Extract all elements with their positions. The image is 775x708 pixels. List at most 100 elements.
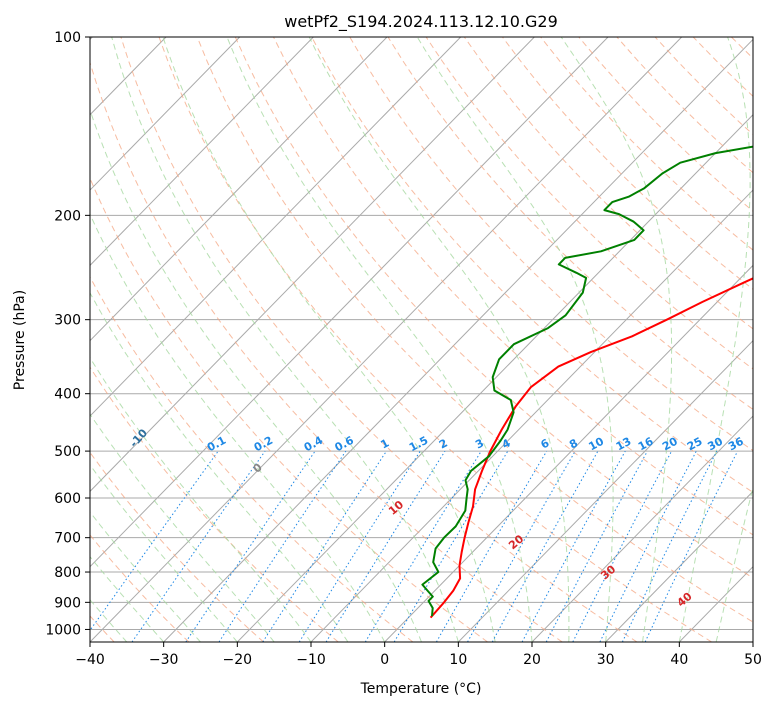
- y-axis-label: Pressure (hPa): [12, 290, 28, 390]
- mixing-ratio-label: 30: [705, 435, 725, 454]
- y-axis-ticks: 100 200 300 400 500 600 700 800 900 1000: [45, 30, 90, 638]
- mixing-ratio-label: 36: [726, 435, 746, 454]
- dry-adiabat-line: [349, 37, 753, 452]
- mixing-ratio-line: [599, 450, 697, 642]
- y-tick-label: 900: [54, 595, 81, 611]
- x-tick-label: 50: [744, 652, 762, 668]
- mixing-ratio-line: [90, 450, 219, 632]
- moist-adiabat-label: 20: [506, 532, 526, 552]
- dry-adiabat-line: [770, 37, 775, 642]
- dry-adiabat-line: [90, 61, 563, 642]
- dry-adiabat-label: -10: [127, 426, 150, 450]
- moist-adiabat-line: [90, 356, 312, 642]
- x-axis-label: Temperature (°C): [360, 681, 482, 697]
- dry-adiabat-line: [90, 177, 488, 642]
- isotherm-line: [90, 37, 462, 417]
- mixing-ratio-line: [298, 450, 421, 642]
- isotherm-line: [90, 37, 683, 642]
- moist-adiabat-label: 40: [675, 590, 695, 610]
- dry-adiabat-line: [692, 37, 753, 97]
- dry-adiabat-line: [616, 37, 753, 174]
- x-tick-label: 0: [380, 652, 389, 668]
- dry-adiabat-line: [387, 37, 753, 411]
- background-lines: [90, 37, 775, 642]
- y-tick-label: 800: [54, 565, 81, 581]
- moist-adiabat-label: 10: [386, 498, 406, 518]
- y-tick-label: 600: [54, 491, 81, 507]
- mixing-ratio-line: [393, 450, 509, 642]
- mixing-ratio-label: 25: [685, 435, 705, 454]
- mixing-ratio-line: [435, 450, 548, 642]
- isotherm-line: [90, 37, 609, 568]
- mixing-ratio-line: [467, 450, 576, 642]
- mixing-ratio-label: 6: [539, 436, 552, 451]
- mixing-ratio-label: 2: [437, 436, 450, 451]
- isotherm-line: [90, 37, 314, 267]
- dry-adiabat-line: [234, 37, 753, 579]
- moist-adiabat-line: [678, 37, 751, 642]
- mixing-ratio-label: 20: [660, 435, 680, 454]
- isotherm-line: [384, 264, 753, 642]
- x-tick-label: −40: [75, 652, 105, 668]
- dry-adiabat-line: [120, 37, 638, 642]
- dry-adiabat-line: [311, 37, 753, 493]
- mixing-ratio-line: [262, 450, 387, 642]
- isotherm-line: [163, 38, 753, 642]
- mixing-ratio-line: [364, 450, 482, 642]
- moist-adiabat-line: [308, 37, 570, 642]
- chart-title: wetPf2_S194.2024.113.12.10.G29: [284, 12, 558, 32]
- moist-adiabat-line: [90, 212, 386, 642]
- isotherm-line: [605, 490, 753, 642]
- isotherm-line: [457, 339, 753, 642]
- isotherm-line: [236, 114, 753, 642]
- x-tick-label: 10: [449, 652, 467, 668]
- dewpoint-profile-line: [421, 145, 753, 617]
- mixing-ratio-line: [491, 450, 599, 642]
- mixing-ratio-line: [218, 450, 347, 642]
- isotherm-line: [90, 37, 388, 342]
- mixing-ratio-line: [572, 450, 673, 642]
- moist-adiabat-line: [111, 37, 459, 642]
- dry-adiabat-line: [90, 534, 190, 642]
- mixing-ratio-line: [131, 450, 266, 642]
- x-axis-ticks: −40 −30 −20 −10 0 10 20 30 40 50: [75, 642, 762, 668]
- plot-area: 0.10.20.40.611.52346810131620253036-100-…: [90, 37, 775, 642]
- sounding-profiles: [421, 145, 753, 619]
- mixing-ratio-line: [644, 450, 739, 642]
- dry-adiabat-line: [90, 276, 414, 642]
- moist-adiabat-line: [90, 464, 238, 642]
- dry-adiabat-line: [654, 37, 753, 136]
- mixing-ratio-line: [545, 450, 648, 642]
- isotherm-line: [678, 565, 753, 642]
- x-tick-label: −10: [296, 652, 326, 668]
- temperature-profile-line: [429, 277, 753, 619]
- y-tick-label: 100: [54, 30, 81, 46]
- moist-adiabat-line: [560, 37, 673, 642]
- y-tick-label: 300: [54, 313, 81, 329]
- x-tick-label: −30: [149, 652, 179, 668]
- mixing-ratio-line: [325, 450, 446, 642]
- moist-adiabat-label: 0: [251, 461, 265, 476]
- y-tick-label: 400: [54, 387, 81, 403]
- isotherm-line: [752, 641, 753, 642]
- y-tick-label: 700: [54, 531, 81, 547]
- y-tick-label: 1000: [45, 622, 81, 638]
- dry-adiabat-line: [502, 37, 753, 290]
- isotherm-line: [531, 415, 753, 642]
- isotherm-line: [310, 189, 753, 642]
- x-tick-label: 20: [523, 652, 541, 668]
- dry-adiabat-line: [90, 366, 339, 642]
- isotherm-line: [90, 37, 241, 191]
- mixing-ratio-label: 16: [636, 435, 656, 454]
- moist-adiabat-line: [90, 291, 349, 642]
- moist-adiabat-line: [90, 413, 275, 642]
- dry-adiabat-line: [90, 451, 264, 642]
- x-tick-label: 40: [670, 652, 688, 668]
- moist-adiabat-line: [226, 37, 533, 642]
- moist-adiabat-line: [416, 37, 614, 642]
- x-tick-label: 30: [597, 652, 615, 668]
- plot-frame: [89, 36, 754, 643]
- mixing-ratio-label: 13: [614, 435, 634, 454]
- y-tick-label: 200: [54, 208, 81, 224]
